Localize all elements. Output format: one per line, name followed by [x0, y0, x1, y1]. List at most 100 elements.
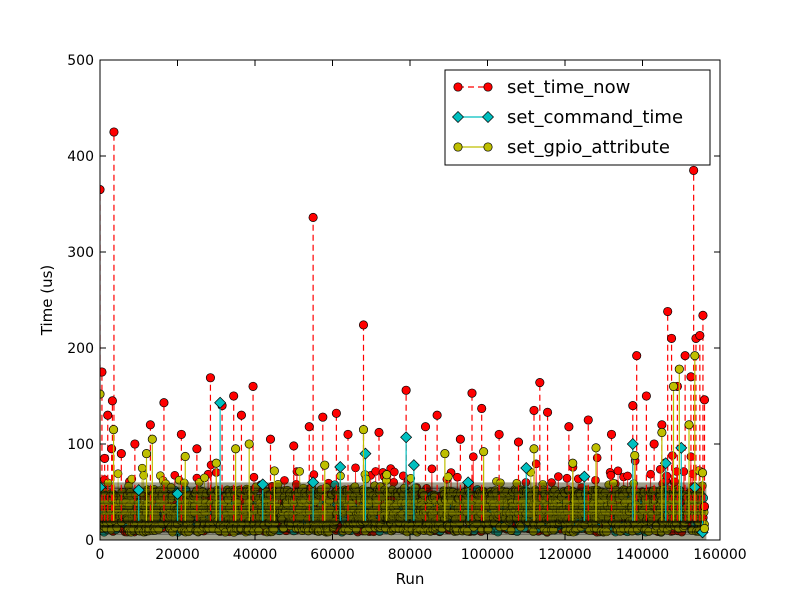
data-point: [331, 408, 341, 418]
legend-marker: [483, 142, 493, 152]
data-point: [479, 447, 489, 457]
data-point: [269, 466, 279, 476]
data-point: [657, 427, 667, 438]
data-point: [192, 444, 202, 454]
data-point: [265, 434, 276, 444]
data-point: [686, 372, 696, 382]
data-point: [606, 429, 617, 439]
data-point: [289, 441, 299, 451]
data-point: [304, 422, 314, 432]
data-point: [100, 453, 110, 463]
data-point: [103, 410, 113, 420]
data-point: [699, 395, 710, 405]
data-point: [583, 415, 593, 425]
data-point: [684, 420, 694, 430]
data-point: [358, 425, 369, 435]
data-point: [176, 429, 186, 439]
data-point: [244, 439, 254, 449]
data-point: [145, 420, 155, 430]
data-point: [657, 420, 667, 430]
data-point: [205, 373, 215, 383]
data-point: [632, 351, 642, 361]
data-point: [109, 127, 119, 137]
legend-label: set_time_now: [507, 77, 630, 98]
data-point: [680, 351, 690, 361]
dense-data-band: [100, 451, 709, 540]
data-point: [147, 434, 157, 444]
legend-marker: [453, 82, 463, 92]
data-point: [109, 425, 119, 435]
data-point: [477, 403, 487, 414]
data-point: [529, 444, 539, 454]
data-point: [698, 468, 708, 478]
y-tick-label: 400: [67, 149, 94, 165]
legend-label: set_gpio_attribute: [507, 137, 670, 158]
y-axis-label: Time (us): [38, 265, 56, 337]
y-tick-label: 500: [67, 53, 94, 69]
data-point: [698, 310, 708, 320]
data-point: [674, 364, 684, 374]
data-point: [180, 451, 190, 462]
data-point: [318, 412, 328, 422]
data-point: [455, 434, 465, 444]
data-point: [116, 449, 126, 459]
y-tick-label: 200: [67, 341, 94, 357]
data-point: [564, 422, 574, 432]
y-tick-label: 0: [85, 533, 94, 549]
data-point: [630, 450, 640, 461]
data-point: [248, 381, 258, 391]
x-axis-label: Run: [396, 570, 425, 588]
data-point: [130, 439, 140, 449]
legend-marker: [483, 82, 493, 92]
data-point: [320, 460, 330, 470]
x-tick-label: 120000: [538, 547, 591, 563]
data-point: [382, 470, 392, 480]
legend-label: set_command_time: [507, 107, 683, 128]
data-point: [513, 437, 524, 447]
data-point: [229, 391, 239, 401]
data-point: [568, 458, 578, 468]
x-tick-label: 0: [96, 547, 105, 563]
data-point: [440, 449, 450, 459]
data-point: [690, 351, 700, 361]
data-point: [667, 333, 677, 343]
data-point: [494, 429, 504, 439]
data-point: [420, 422, 431, 432]
x-tick-label: 100000: [461, 547, 514, 563]
x-tick-label: 60000: [310, 547, 355, 563]
data-point: [159, 398, 169, 408]
y-tick-label: 100: [67, 437, 94, 453]
legend-marker: [453, 142, 463, 152]
data-point: [699, 523, 710, 534]
data-point: [343, 429, 353, 439]
data-point: [141, 449, 152, 459]
data-point: [695, 330, 705, 341]
data-point: [231, 444, 241, 454]
x-tick-label: 140000: [616, 547, 669, 563]
legend: set_time_now set_command_time set_gpio_att…: [444, 69, 711, 166]
y-tick-label: 300: [67, 245, 94, 261]
data-point: [663, 306, 673, 317]
data-point: [107, 396, 117, 406]
x-tick-label: 20000: [155, 547, 200, 563]
data-point: [668, 381, 679, 391]
data-point: [107, 444, 117, 454]
x-tick-label: 160000: [693, 547, 746, 563]
data-point: [535, 378, 545, 388]
data-point: [689, 165, 699, 175]
data-point: [699, 501, 710, 511]
x-tick-label: 80000: [388, 547, 433, 563]
data-point: [641, 391, 651, 401]
data-point: [649, 439, 659, 449]
data-point: [308, 212, 318, 222]
data-point: [401, 385, 411, 395]
data-point: [529, 405, 539, 415]
data-point: [591, 443, 601, 453]
x-tick-label: 40000: [233, 547, 278, 563]
data-point: [432, 410, 442, 420]
data-point: [211, 458, 221, 468]
data-point: [358, 320, 369, 330]
data-point: [467, 388, 477, 398]
data-point: [543, 407, 553, 417]
